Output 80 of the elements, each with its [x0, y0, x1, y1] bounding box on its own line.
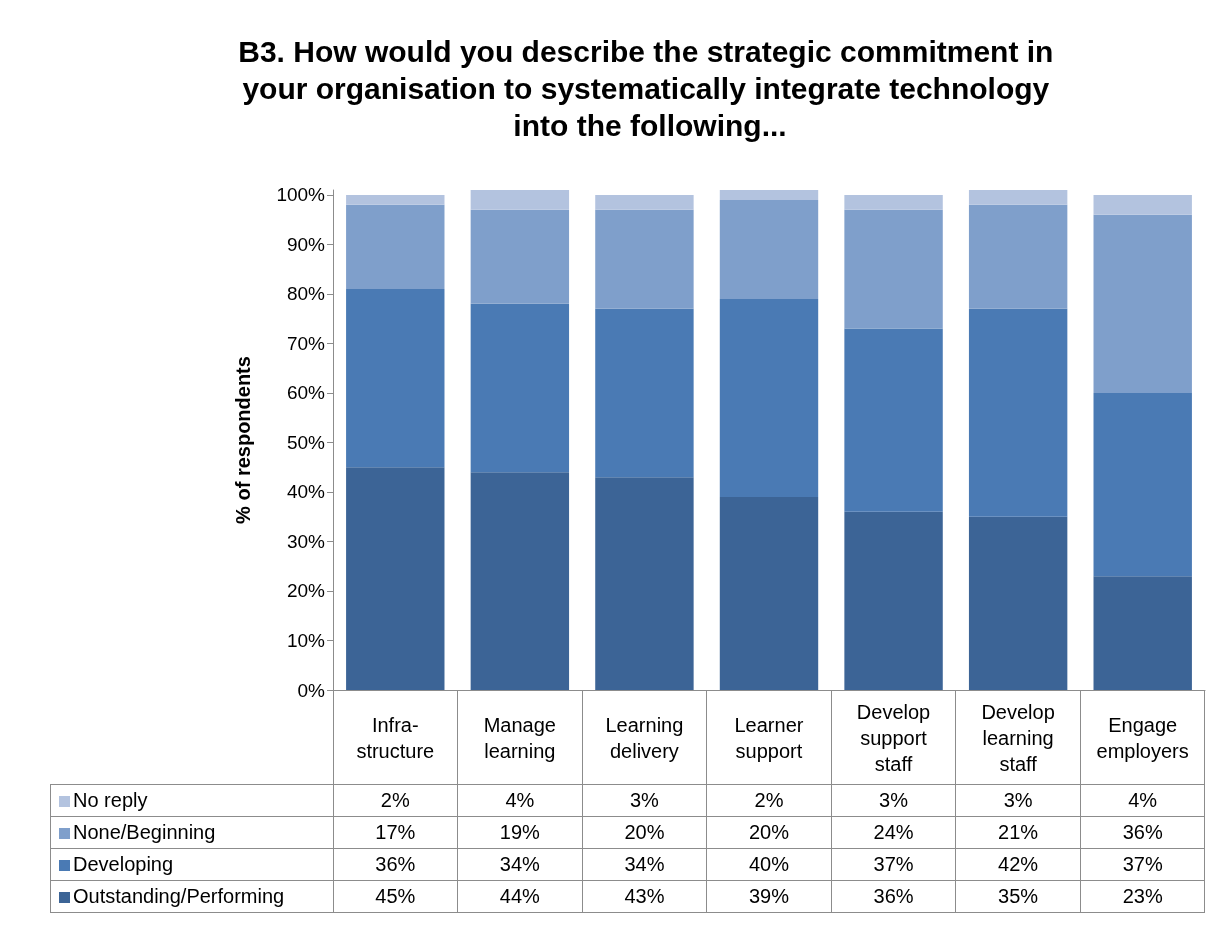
bar: [844, 209, 943, 329]
bar: [844, 194, 943, 210]
data-label: 3%: [955, 784, 1081, 817]
legend-label: Outstanding/Performing: [50, 880, 333, 913]
y-tick-label: 70%: [286, 332, 326, 354]
x-tick-label: Learner support: [733, 712, 805, 764]
data-label: 37%: [831, 848, 956, 881]
data-label: 36%: [333, 848, 458, 881]
data-label: 44%: [457, 880, 583, 913]
bar: [346, 194, 445, 205]
legend-label: No reply: [50, 784, 333, 817]
y-tick-label: 0%: [297, 679, 326, 701]
bar: [719, 496, 819, 690]
y-tick-label: 40%: [286, 481, 326, 503]
bar: [968, 308, 1068, 517]
data-label: 45%: [333, 880, 458, 913]
y-tick-label: 60%: [286, 382, 326, 404]
x-tick-label: Infra-structure: [355, 712, 436, 764]
data-label: 19%: [457, 816, 583, 849]
y-tick-label: 50%: [286, 431, 326, 453]
y-axis-title: % of respondents: [232, 356, 254, 524]
data-label: 2%: [706, 784, 832, 817]
bar: [346, 204, 445, 290]
data-label: 3%: [831, 784, 956, 817]
data-label: 34%: [582, 848, 707, 881]
data-label: 23%: [1080, 880, 1205, 913]
x-tick-label: Develop learning staff: [980, 699, 1056, 777]
data-label: 37%: [1080, 848, 1205, 881]
bar: [844, 511, 943, 690]
data-label: 35%: [955, 880, 1081, 913]
legend-label: Developing: [50, 848, 333, 881]
bar: [346, 467, 445, 690]
y-tick-label: 10%: [286, 629, 326, 651]
bar: [595, 308, 694, 478]
bar: [470, 472, 570, 690]
y-tick-label: 90%: [286, 233, 326, 255]
data-label: 21%: [955, 816, 1081, 849]
bar: [1093, 576, 1192, 690]
data-label: 43%: [582, 880, 707, 913]
bar: [719, 199, 819, 299]
y-tick-label: 30%: [286, 530, 326, 552]
bar: [470, 190, 570, 210]
data-label: 42%: [955, 848, 1081, 881]
bar: [595, 209, 694, 309]
data-label: 39%: [706, 880, 832, 913]
bar: [968, 516, 1068, 690]
chart-title: B3. How would you describe the strategic commitment in your organisation to systematically integrate technology into the following...: [238, 35, 1062, 142]
bar: [470, 303, 570, 473]
x-tick-label: Learning delivery: [604, 712, 685, 764]
data-label: 2%: [333, 784, 458, 817]
bar: [844, 328, 943, 512]
bar: [595, 194, 694, 210]
bar: [968, 190, 1068, 205]
x-tick-label: Develop support staff: [855, 699, 932, 777]
data-label: 17%: [333, 816, 458, 849]
data-label: 20%: [582, 816, 707, 849]
bar: [719, 190, 819, 200]
data-label: 24%: [831, 816, 956, 849]
bar: [595, 477, 694, 690]
data-label: 36%: [1080, 816, 1205, 849]
bar: [1093, 194, 1192, 215]
x-tick-label: Manage learning: [482, 712, 557, 764]
data-label: 40%: [706, 848, 832, 881]
bar: [1093, 392, 1192, 577]
data-label: 4%: [457, 784, 583, 817]
bar: [346, 289, 445, 468]
data-label: 20%: [706, 816, 832, 849]
data-label: 36%: [831, 880, 956, 913]
bar: [470, 209, 570, 304]
y-tick-label: 80%: [286, 283, 326, 305]
bar: [719, 298, 819, 497]
legend-label: None/Beginning: [50, 816, 333, 849]
y-tick-label: 20%: [286, 580, 326, 602]
x-tick-label: Engage employers: [1095, 712, 1190, 764]
data-label: 4%: [1080, 784, 1205, 817]
bar: [1093, 214, 1192, 393]
y-tick-label: 100%: [276, 184, 326, 206]
bar: [968, 204, 1068, 309]
data-label: 34%: [457, 848, 583, 881]
data-label: 3%: [582, 784, 707, 817]
